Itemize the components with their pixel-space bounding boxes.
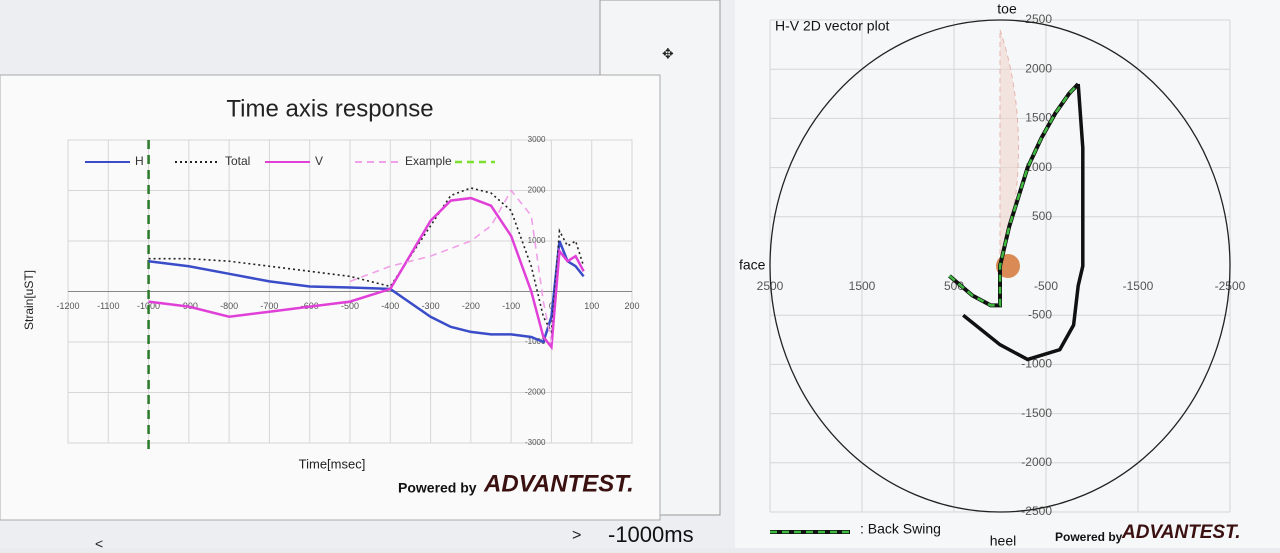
bottom-label: heel — [990, 533, 1016, 548]
boundary-circle — [769, 19, 1231, 513]
legend-label: Example — [405, 154, 452, 168]
y-tick-label: 2000 — [528, 186, 546, 195]
x-tick-label: -300 — [422, 301, 440, 311]
x-tick-label: -400 — [381, 301, 399, 311]
top-label: toe — [997, 1, 1017, 17]
x-axis-title: Time[msec] — [299, 456, 366, 471]
legend-label: : Back Swing — [860, 521, 941, 537]
left-label: face — [739, 257, 766, 273]
series-line — [148, 187, 585, 335]
x-tick-label: -1100 — [97, 301, 119, 311]
time-label: -1000ms — [608, 522, 694, 547]
chart-title: Time axis response — [226, 95, 433, 122]
y-axis-title: Strain[uST] — [22, 270, 36, 330]
brand: ADVANTEST. — [1121, 522, 1241, 543]
x-tick-label: -100 — [502, 301, 520, 311]
y-tick-label: 2000 — [1025, 61, 1052, 75]
x-tick-label: 200 — [624, 301, 639, 311]
x-tick-label: -200 — [462, 301, 480, 311]
series-line — [349, 189, 553, 343]
legend-label: H — [135, 154, 144, 168]
series-line — [148, 240, 585, 344]
y-tick-label: -2000 — [1021, 455, 1052, 469]
x-tick-label: -700 — [260, 301, 278, 311]
y-tick-label: -1000 — [525, 337, 546, 346]
y-tick-label: -2000 — [525, 388, 546, 397]
brand: ADVANTEST. — [483, 470, 634, 497]
x-tick-label: -1500 — [1123, 279, 1154, 293]
cursor: ✥ — [662, 46, 674, 62]
right-chart: 2500 1500 500 -500 -1500 -2500250020001500100… — [739, 1, 1246, 549]
powered-by: Powered by — [398, 480, 477, 496]
y-tick-label: -500 — [1028, 307, 1052, 321]
y-tick-label: 1500 — [1025, 111, 1052, 125]
x-tick-label: -500 — [341, 301, 359, 311]
y-tick-label: -3000 — [525, 438, 546, 447]
x-tick-label: -800 — [220, 301, 238, 311]
series-line — [948, 83, 1080, 307]
y-tick-label: -1500 — [1021, 406, 1052, 420]
x-tick-label: 1500 — [849, 279, 876, 293]
left-panel — [0, 74, 661, 521]
x-tick-label: -2500 — [1215, 279, 1246, 293]
y-tick-label: 1000 — [1025, 160, 1052, 174]
legend-label: V — [315, 154, 323, 168]
legend-label: Total — [225, 154, 250, 168]
chart-title: H-V 2D vector plot — [775, 18, 889, 34]
series-line — [962, 83, 1085, 362]
y-tick-label: 3000 — [528, 135, 546, 144]
series-line — [148, 196, 585, 351]
x-tick-label: -500 — [1034, 279, 1058, 293]
prev-button[interactable]: < — [95, 536, 103, 552]
next-button[interactable]: > — [572, 527, 581, 544]
x-tick-label: -1200 — [56, 301, 79, 311]
x-tick-label: 100 — [584, 301, 599, 311]
y-tick-label: 500 — [1032, 209, 1052, 223]
y-tick-label: 1000 — [528, 236, 546, 245]
left-chart: Time axis response-1200-1100-1000-900-80… — [22, 95, 639, 471]
powered-by: Powered by — [1055, 530, 1123, 544]
